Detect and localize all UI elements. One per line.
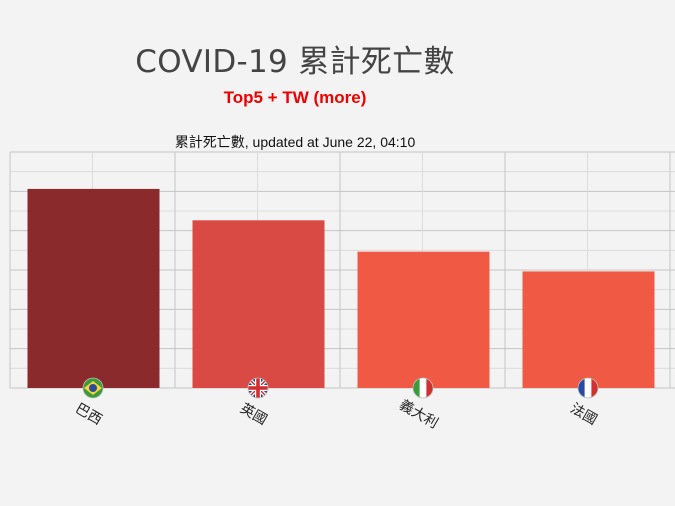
category-labels: 巴西 英國 義大利 法國 bbox=[72, 396, 599, 432]
france-flag-icon bbox=[577, 377, 599, 399]
page-title: COVID-19 累計死亡數 bbox=[135, 44, 455, 80]
x-tick-label: 巴西 bbox=[72, 401, 104, 429]
x-tick-label: 英國 bbox=[237, 400, 270, 429]
chart-title: 累計死亡數, updated at June 22, 04:10 bbox=[174, 134, 416, 150]
bar[interactable] bbox=[192, 220, 325, 388]
italy-flag-icon bbox=[412, 377, 434, 399]
brazil-flag-icon bbox=[82, 377, 104, 399]
more-link[interactable]: Top5 + TW (more) bbox=[223, 88, 367, 107]
bar[interactable] bbox=[357, 251, 490, 388]
uk-flag-icon bbox=[247, 377, 269, 399]
x-tick-label: 法國 bbox=[567, 401, 599, 429]
flags bbox=[82, 377, 599, 399]
bar[interactable] bbox=[522, 271, 655, 388]
bar[interactable] bbox=[27, 188, 160, 388]
bars bbox=[27, 188, 655, 388]
x-tick-label: 義大利 bbox=[396, 396, 441, 432]
